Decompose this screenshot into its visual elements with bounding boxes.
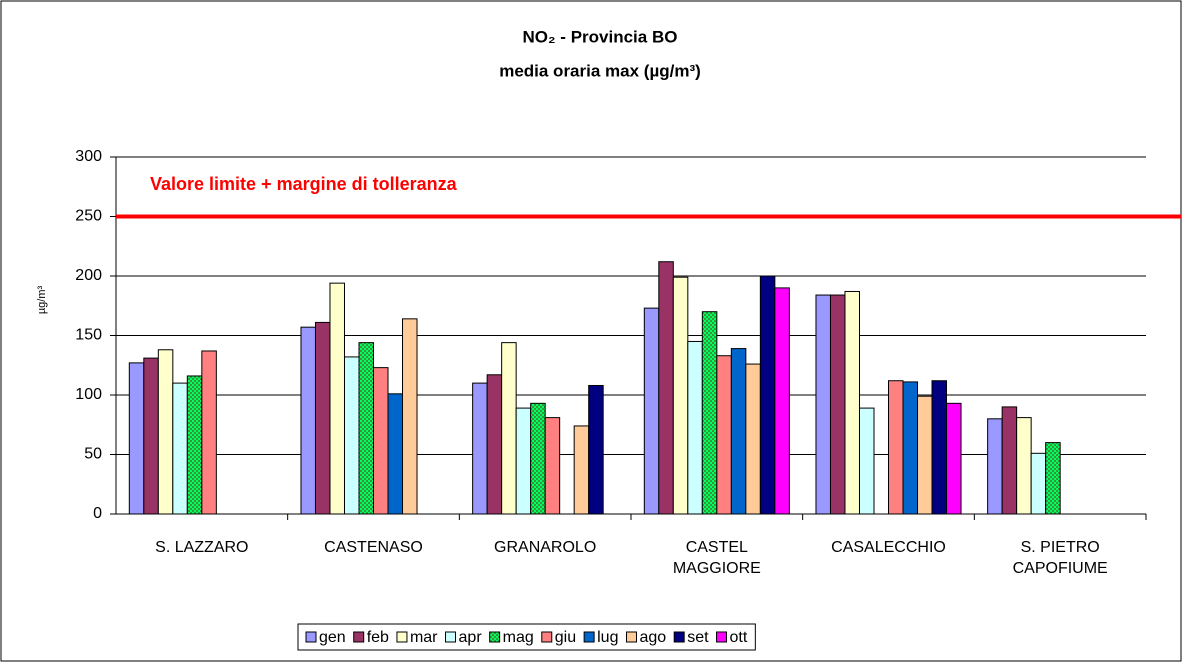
bar: [844, 290, 860, 515]
bar: [858, 407, 875, 515]
bar: [759, 275, 776, 515]
bar: [1001, 406, 1018, 515]
bar: [358, 342, 375, 515]
chart-title: NO₂ - Provincia BO: [523, 27, 678, 46]
bar: [658, 261, 674, 515]
y-axis-label: µg/m³: [36, 285, 48, 314]
bar: [157, 349, 174, 515]
legend-label: lug: [597, 629, 618, 646]
x-tick-label: S. LAZZARO: [155, 539, 248, 556]
bar: [300, 326, 316, 515]
y-tick-label: 250: [75, 208, 102, 225]
bar: [128, 362, 145, 515]
legend-swatch: [673, 631, 685, 643]
x-tick-label: GRANAROLO: [494, 539, 596, 556]
legend-label: ott: [730, 629, 748, 646]
bar: [501, 342, 517, 515]
y-tick-label: 300: [75, 148, 102, 165]
bar: [687, 340, 703, 515]
legend-swatch: [353, 631, 365, 643]
legend-label: giu: [555, 629, 576, 646]
bar: [486, 374, 503, 515]
y-tick-label: 50: [84, 446, 102, 463]
bar: [716, 355, 732, 515]
bar: [172, 382, 188, 515]
bar: [902, 381, 919, 515]
bar: [588, 384, 604, 515]
reference-label: Valore limite + margine di tolleranza: [150, 174, 458, 194]
legend-swatch: [396, 631, 408, 643]
legend-label: gen: [319, 629, 346, 646]
legend-label: set: [687, 629, 709, 646]
legend-label: apr: [459, 629, 483, 646]
legend-swatch: [716, 631, 728, 643]
chart-subtitle: media oraria max (µg/m³): [499, 61, 701, 80]
x-tick-label: CASALECCHIO: [831, 539, 946, 556]
bar: [1016, 417, 1032, 515]
bar: [314, 321, 331, 515]
legend: gen feb mar apr mag giu lug ago set ott: [297, 623, 756, 651]
bar: [402, 318, 418, 515]
bar: [343, 356, 360, 515]
bar: [143, 357, 159, 515]
bar: [774, 287, 790, 515]
legend-swatch: [489, 631, 501, 643]
bar: [544, 417, 561, 515]
bar: [573, 425, 590, 515]
legend-swatch: [625, 631, 637, 643]
bar: [643, 307, 660, 515]
bar: [745, 363, 761, 515]
bar: [829, 294, 846, 515]
bar: [917, 395, 933, 515]
bar: [373, 367, 389, 515]
y-tick-label: 150: [75, 327, 102, 344]
legend-swatch: [445, 631, 457, 643]
bar: [672, 276, 689, 515]
legend-swatch: [305, 631, 317, 643]
legend-label: mar: [410, 629, 438, 646]
x-tick-label: CASTENASO: [324, 539, 423, 556]
legend-swatch: [541, 631, 553, 643]
legend-label: feb: [367, 629, 389, 646]
y-tick-label: 100: [75, 386, 102, 403]
bar: [515, 407, 532, 515]
bar: [530, 402, 546, 515]
bar: [946, 402, 962, 515]
bar: [1045, 442, 1061, 515]
bar: [186, 375, 203, 515]
x-tick-label: CASTEL MAGGIORE: [673, 539, 761, 577]
legend-swatch: [583, 631, 595, 643]
y-tick-label: 200: [75, 267, 102, 284]
x-tick-label: S. PIETRO CAPOFIUME: [1013, 539, 1108, 577]
legend-label: mag: [503, 629, 534, 646]
legend-label: ago: [639, 629, 666, 646]
bar: [701, 311, 718, 515]
bar: [815, 294, 831, 515]
bar: [387, 393, 404, 515]
bar: [329, 282, 345, 515]
bar: [1030, 452, 1047, 515]
bar: [888, 380, 904, 515]
bar: [987, 418, 1003, 515]
bar: [472, 382, 488, 515]
bar: [730, 348, 747, 515]
bar: [201, 350, 217, 515]
y-tick-label: 0: [93, 505, 102, 522]
bar: [931, 380, 948, 515]
